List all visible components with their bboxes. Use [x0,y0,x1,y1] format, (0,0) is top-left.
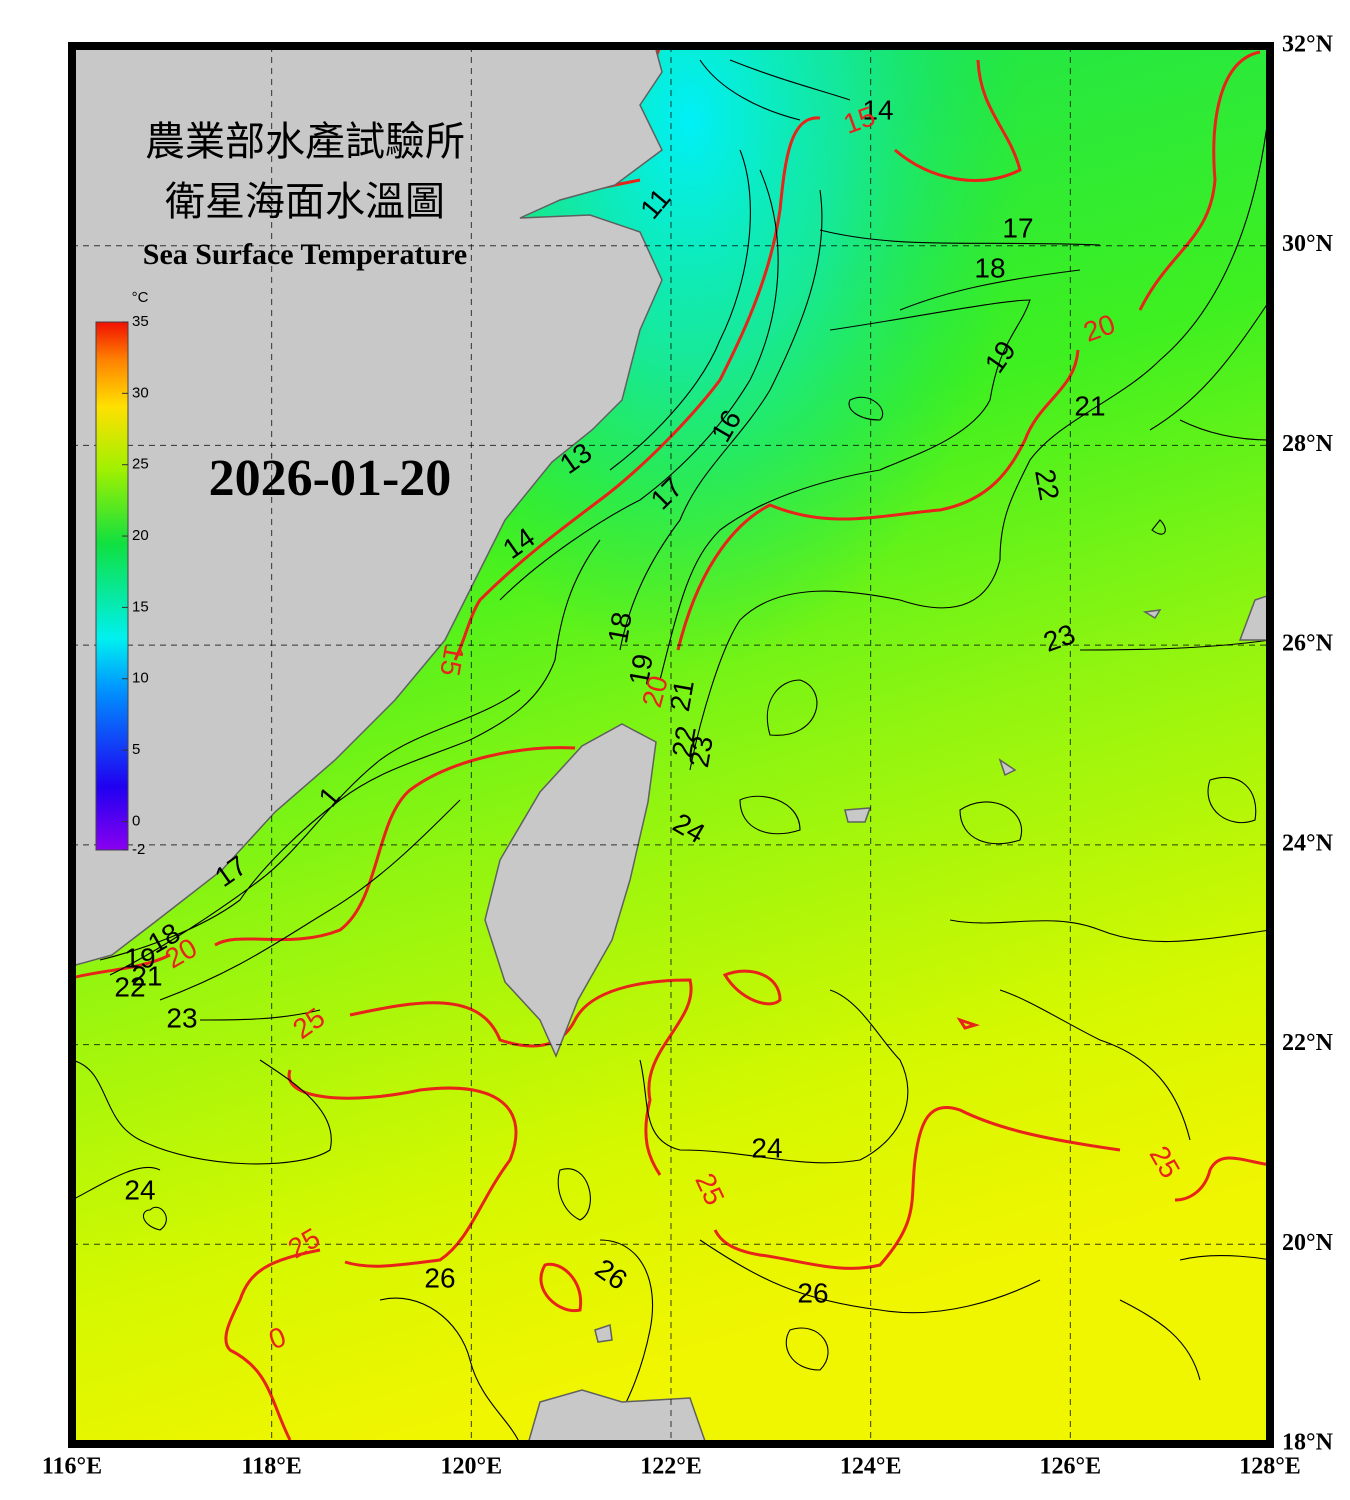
colorbar-tick-label: 10 [132,670,149,687]
colorbar-tick-label: 20 [132,527,149,544]
contour-label: 15 [434,642,470,678]
china-coast [72,46,663,967]
map-frame [68,42,1274,1448]
lon-tick-label: 120°E [441,1454,503,1480]
colorbar-tick-label: 35 [132,313,149,330]
date: 2026-01-20 [209,450,452,507]
isotherm-25 [713,1106,1270,1270]
colorbar-tick-label: 0 [132,812,140,829]
contour-label: 21 [1074,390,1105,421]
colorbar-tick-label: 15 [132,598,149,615]
contour-label: 21 [131,960,162,991]
lat-tick-label: 20°N [1282,1230,1334,1256]
colorbar: °C 35 30 25 20 15 10 5 0 -2 [95,289,149,858]
colorbar-tick-label: -2 [132,841,145,858]
colorbar-unit: °C [132,289,149,306]
lon-tick-label: 116°E [42,1454,102,1480]
luzon [527,1389,707,1444]
contour-label: 14 [862,94,893,125]
taiwan [484,723,657,1058]
land [72,46,1270,1444]
lat-tick-label: 28°N [1282,431,1334,457]
islands [594,594,1270,1343]
isotherm [99,539,1270,1001]
isotherm-25 [224,1069,518,1441]
contour-label: 24 [124,1174,155,1205]
isotherm-20 [72,746,576,980]
lon-tick-label: 126°E [1040,1454,1102,1480]
title-zh: 農業部水產試驗所 [145,119,465,165]
isotherm-25 [722,969,980,1030]
isotherm-15 [894,59,1022,182]
contour-label: 17 [1002,212,1033,243]
contour-label: 26 [424,1262,455,1293]
lon-tick-label: 118°E [242,1454,302,1480]
contour-label: 26 [797,1277,828,1308]
lon-tick-label: 128°E [1239,1454,1301,1480]
colorbar-tick-label: 30 [132,384,149,401]
lat-tick-label: 26°N [1282,631,1334,657]
colorbar-tick-label: 5 [132,741,140,758]
isotherm [739,396,1257,845]
contour-label: 19 [124,942,155,973]
contour-label: 23 [166,1002,197,1033]
isotherm [72,1166,1270,1444]
contour-label: 19 [623,652,659,688]
lat-tick-label: 18°N [1282,1430,1334,1456]
lat-tick-label: 22°N [1282,1030,1334,1056]
isotherm-20 [676,50,1261,651]
contour-label: 18 [602,610,638,646]
isotherms [72,46,1270,1444]
contour-label: 21 [664,678,700,714]
colorbar-ramp [95,321,129,851]
isotherm [659,229,1101,681]
contour-label: 22 [1029,467,1065,503]
lon-tick-label: 124°E [840,1454,902,1480]
colorbar-tick-label: 25 [132,456,149,473]
lon-tick-label: 122°E [640,1454,702,1480]
isotherm [499,59,851,651]
subtitle: Sea Surface Temperature [143,238,467,271]
map-area: 14 15 11 17 18 20 19 21 16 13 22 17 14 1… [72,46,1270,1444]
axis-labels: 116°E 118°E 120°E 122°E 124°E 126°E 128°E18°N 2… [42,32,1334,1480]
lat-tick-label: 32°N [1282,32,1334,58]
contour-label: 22 [114,971,145,1002]
graticule [72,46,1270,1444]
isotherm [72,919,1270,1165]
title-zh: 衛星海面水溫圖 [165,179,445,225]
lat-tick-label: 24°N [1282,830,1334,856]
title-block: 農業部水產試驗所 衛星海面水溫圖 Sea Surface Temperature… [143,119,467,507]
contour-label: 18 [974,252,1005,283]
lat-tick-label: 30°N [1282,231,1334,257]
contour-label: 22 [666,724,702,760]
contour-label: 23 [683,734,719,770]
contour-label: 24 [751,1132,782,1163]
isotherm-25 [349,978,693,1176]
isotherm-25 [539,1262,583,1313]
